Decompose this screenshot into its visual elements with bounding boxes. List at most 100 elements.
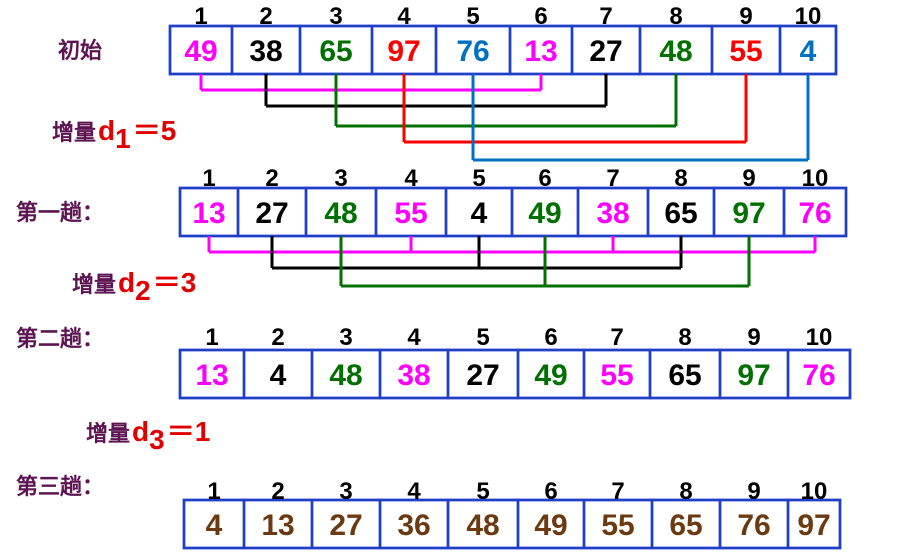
index-label: 5: [472, 165, 485, 192]
cell-value: 49: [534, 359, 567, 392]
index-label: 4: [397, 3, 411, 30]
index-label: 3: [334, 165, 347, 192]
index-label: 7: [611, 478, 624, 505]
cell-value: 76: [737, 509, 770, 542]
index-label: 10: [802, 165, 829, 192]
array-row-0: 1 49 2 38 3 65 4 97 5 76 6 13 7 27 8 48 9 55 10 4: [168, 3, 838, 76]
cell-value: 4: [800, 35, 817, 68]
index-label: 6: [538, 165, 551, 192]
cell-value: 13: [195, 359, 228, 392]
cell-value: 36: [397, 509, 430, 542]
cell-value: 13: [192, 197, 225, 230]
index-label: 10: [801, 478, 828, 505]
index-label: 4: [407, 478, 421, 505]
cell-value: 49: [534, 509, 567, 542]
cell-value: 38: [397, 359, 430, 392]
increment-symbol: d: [118, 267, 135, 298]
increment-symbol: d: [132, 416, 149, 447]
cell-value: 27: [255, 197, 288, 230]
increment-subscript: 1: [115, 123, 131, 154]
cell-value: 97: [387, 35, 420, 68]
index-label: 10: [806, 324, 833, 351]
array-row-3: 1 4 2 13 3 27 4 36 5 48 6 49 7 55 8 65 9 76 10 97: [182, 478, 842, 550]
cell-value: 97: [797, 509, 830, 542]
row-label: 初始: [58, 38, 102, 64]
index-label: 5: [466, 3, 479, 30]
group-connector: [207, 236, 817, 254]
index-label: 7: [606, 165, 619, 192]
cell-value: 76: [456, 35, 489, 68]
increment-symbol: d: [98, 115, 115, 146]
cell-value: 76: [798, 197, 831, 230]
cell-value: 55: [601, 509, 634, 542]
group-connector: [402, 74, 748, 144]
index-label: 10: [795, 3, 822, 30]
index-label: 2: [265, 165, 278, 192]
increment-word: 增量: [72, 272, 116, 298]
index-label: 3: [339, 478, 352, 505]
array-cell: [786, 498, 842, 550]
cell-value: 48: [659, 35, 692, 68]
index-label: 8: [678, 324, 691, 351]
index-label: 3: [339, 324, 352, 351]
cell-value: 65: [664, 197, 697, 230]
cell-value: 55: [729, 35, 762, 68]
cell-value: 27: [329, 509, 362, 542]
index-label: 9: [747, 324, 760, 351]
cell-value: 13: [261, 509, 294, 542]
row-label: 第一趟：: [16, 200, 104, 226]
cell-value: 55: [600, 359, 633, 392]
increment-word: 增量: [52, 120, 96, 146]
increment-subscript: 3: [149, 424, 165, 455]
index-label: 4: [404, 165, 418, 192]
increment-label: 增量d3＝1: [86, 416, 210, 455]
index-label: 2: [271, 478, 284, 505]
cell-value: 4: [471, 197, 488, 230]
array-row-2: 1 13 2 4 3 48 4 38 5 27 6 49 7 55 8 65 9 97 10 76: [178, 324, 852, 400]
index-label: 8: [674, 165, 687, 192]
index-label: 8: [679, 478, 692, 505]
row-label: 第三趟：: [16, 474, 104, 500]
index-label: 7: [610, 324, 623, 351]
cell-value: 48: [466, 509, 499, 542]
index-label: 2: [259, 3, 272, 30]
index-label: 5: [476, 324, 489, 351]
cell-value: 13: [524, 35, 557, 68]
index-label: 7: [599, 3, 612, 30]
index-label: 9: [742, 165, 755, 192]
increment-value: ＝3: [153, 267, 197, 298]
cell-value: 49: [184, 35, 217, 68]
cell-value: 65: [668, 359, 701, 392]
cell-value: 76: [802, 359, 835, 392]
index-label: 1: [207, 478, 220, 505]
cell-value: 38: [249, 35, 282, 68]
cell-value: 48: [329, 359, 362, 392]
increment-label: 增量d2＝3: [72, 267, 196, 306]
index-label: 3: [329, 3, 342, 30]
index-label: 4: [407, 324, 421, 351]
cell-value: 27: [589, 35, 622, 68]
row-label: 第二趟：: [16, 326, 104, 352]
increment-word: 增量: [86, 421, 130, 447]
index-label: 6: [544, 324, 557, 351]
group-connector: [264, 74, 608, 108]
group-connector: [339, 236, 751, 288]
cell-value: 55: [394, 197, 427, 230]
cell-value: 97: [732, 197, 765, 230]
index-label: 2: [271, 324, 284, 351]
cell-value: 97: [737, 359, 770, 392]
cell-value: 4: [270, 359, 287, 392]
cell-value: 27: [466, 359, 499, 392]
group-connector: [334, 74, 678, 128]
index-label: 1: [202, 165, 215, 192]
cell-value: 65: [669, 509, 702, 542]
index-label: 8: [669, 3, 682, 30]
cell-value: 65: [319, 35, 352, 68]
cell-value: 48: [324, 197, 357, 230]
index-label: 9: [739, 3, 752, 30]
index-label: 9: [747, 478, 760, 505]
cell-value: 4: [206, 509, 223, 542]
group-connector: [199, 74, 543, 92]
